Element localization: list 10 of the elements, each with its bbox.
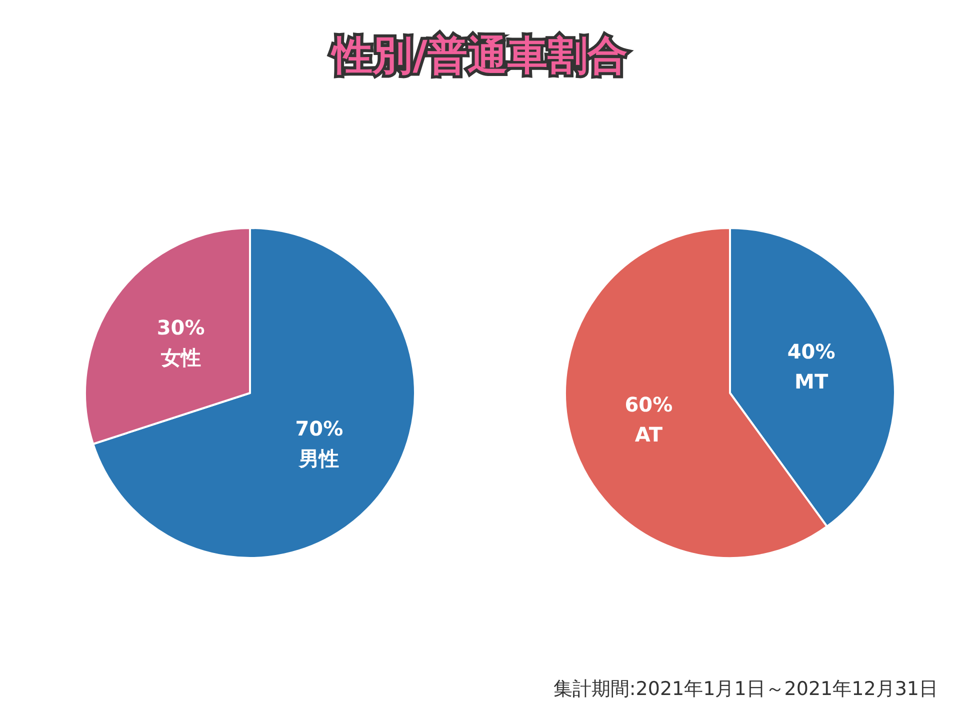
slice-label: 女性 <box>160 346 201 370</box>
chart-title: 性別/普通車割合 <box>330 32 628 81</box>
text: 集計期間:2021年1月1日～2021年12月31日 <box>553 677 938 702</box>
data-label: 40% <box>787 340 836 364</box>
slice-label: AT <box>634 422 663 446</box>
data-label: 70% <box>295 416 344 440</box>
data-label: 30% <box>156 316 205 340</box>
slice-label: 男性 <box>298 446 340 470</box>
data-label: 60% <box>624 392 673 416</box>
slice-label: MT <box>794 370 828 394</box>
